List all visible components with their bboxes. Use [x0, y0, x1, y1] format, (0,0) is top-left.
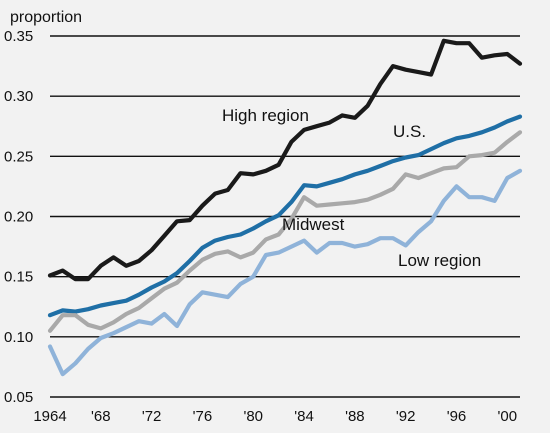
y-tick-label: 0.25: [4, 148, 33, 165]
y-tick-label: 0.05: [4, 389, 33, 406]
y-tick-labels: 0.05 0.10 0.15 0.20 0.25 0.30 0.35: [4, 28, 33, 406]
gridlines: [50, 35, 520, 398]
x-tick-label: '92: [396, 408, 416, 425]
x-tick-label: '68: [91, 408, 111, 425]
series-line-u-s: [47, 114, 523, 318]
x-tick-label: '84: [294, 408, 314, 425]
x-tick-label: '76: [193, 408, 213, 425]
y-tick-label: 0.10: [4, 329, 33, 346]
y-tick-label: 0.35: [4, 28, 33, 45]
series-label-high-region: High region: [222, 106, 309, 125]
x-tick-label: '96: [447, 408, 467, 425]
x-tick-labels: 1964 '68 '72 '76 '80 '84 '88 '92 '96 '00: [33, 408, 517, 425]
series-line-low-region: [47, 168, 523, 377]
series-lines: [47, 38, 523, 377]
series-label-low-region: Low region: [398, 251, 481, 270]
series-line-high-region: [47, 38, 523, 282]
x-tick-label: 1964: [33, 408, 66, 425]
series-line-midwest: [47, 130, 523, 333]
series-label-us: U.S.: [393, 122, 426, 141]
y-tick-label: 0.15: [4, 269, 33, 286]
x-tick-label: '88: [345, 408, 365, 425]
series-label-midwest: Midwest: [282, 215, 345, 234]
y-tick-label: 0.30: [4, 88, 33, 105]
y-tick-label: 0.20: [4, 209, 33, 226]
x-tick-label: '72: [142, 408, 162, 425]
x-tick-label: '00: [498, 408, 518, 425]
y-axis-label: proportion: [10, 9, 82, 26]
x-tick-label: '80: [243, 408, 263, 425]
